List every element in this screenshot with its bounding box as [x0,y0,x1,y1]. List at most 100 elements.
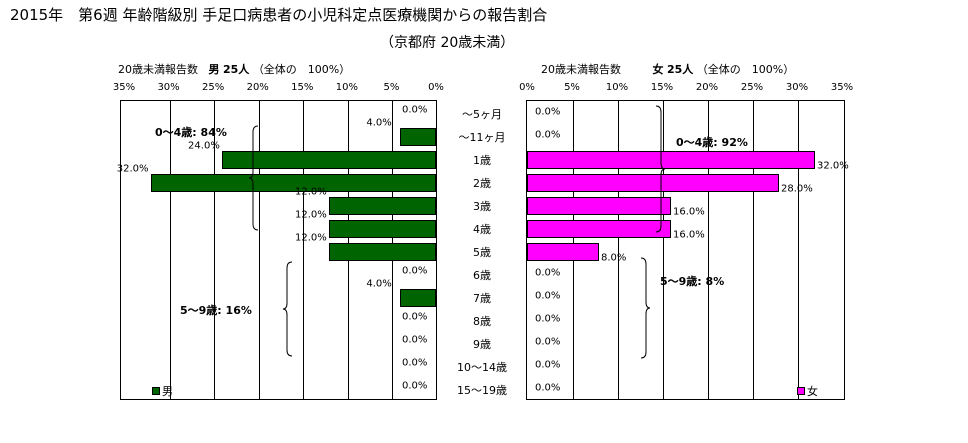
male-gridline [303,101,305,399]
age-category-label: ～11ヶ月 [458,130,506,144]
left-header-sex: 男 [208,63,220,76]
male-legend-swatch [152,387,160,395]
male-x-tick-label: 25% [202,82,225,93]
age-category-label: 10～14歳 [457,361,507,375]
male-data-label: 12.0% [295,209,327,221]
female-bar [527,196,671,215]
female-data-label: 28.0% [781,183,813,195]
male-gridline [214,101,216,399]
male-data-label: 0.0% [402,104,428,116]
female-bar [527,150,815,169]
right-header-prefix: 20歳未満報告数 [541,63,621,76]
male-bar [329,243,436,261]
male-annotation-0-4: 0～4歳: 84% [155,126,227,139]
male-data-label: 32.0% [116,163,149,175]
female-gridline [663,101,664,399]
male-data-label: 0.0% [402,357,428,369]
age-category-label: 3歳 [473,199,491,213]
age-category-label: 7歳 [473,292,491,306]
female-x-tick-label: 20% [695,82,719,93]
age-category-label: 2歳 [473,176,491,190]
female-data-label: 0.0% [535,290,561,302]
male-data-label: 4.0% [366,117,392,129]
female-x-tick-label: 35% [830,82,854,93]
female-data-label: 32.0% [817,160,849,172]
female-data-label: 16.0% [673,229,705,241]
female-x-tick-label: 30% [785,82,809,93]
female-brace-5-9 [640,257,651,359]
female-x-tick-label: 5% [564,82,580,93]
female-gridline [798,101,799,399]
female-data-label: 0.0% [535,129,561,141]
male-data-label: 24.0% [188,140,220,152]
right-header-suffix: （全体の 100%） [696,63,795,76]
female-data-label: 0.0% [535,267,561,279]
age-category-label: 9歳 [473,338,491,352]
male-data-label: 0.0% [402,334,428,346]
left-header-suffix: （全体の 100%） [252,63,351,76]
female-x-tick-label: 15% [650,82,674,93]
male-x-tick-label: 10% [335,82,358,93]
female-data-label: 16.0% [673,206,705,218]
male-x-tick-label: 15% [291,82,314,93]
female-data-label: 8.0% [601,252,627,264]
right-header-sex: 女 [652,63,664,76]
male-brace-0-4 [248,125,259,231]
age-category-label: 5歳 [473,246,491,259]
female-bar [527,173,779,192]
male-data-label: 0.0% [402,311,428,323]
male-gridline [258,101,260,399]
female-data-label: 0.0% [535,313,561,325]
female-legend: 女 [797,383,818,399]
male-x-tick-label: 0% [428,82,444,93]
female-data-label: 0.0% [535,359,561,371]
female-bar [527,219,671,238]
male-annotation-5-9: 5～9歳: 16% [180,304,252,317]
female-legend-swatch [797,387,805,395]
male-brace-5-9 [282,261,293,357]
left-header-count: 25人 [223,63,250,76]
female-gridline [708,101,709,399]
male-legend-label: 男 [162,385,173,398]
male-x-tick-label: 5% [383,82,400,93]
female-data-label: 0.0% [535,106,561,118]
male-x-tick-label: 20% [246,82,269,93]
male-bar [329,196,436,215]
male-data-label: 12.0% [295,232,327,244]
age-category-label: 6歳 [473,269,491,283]
male-bar [329,219,436,238]
right-header: 20歳未満報告数 女 25人 （全体の 100%） [541,61,794,77]
male-data-label: 0.0% [402,380,428,392]
female-data-label: 0.0% [535,382,561,394]
female-legend-label: 女 [807,385,818,398]
left-header: 20歳未満報告数 男 25人 （全体の 100%） [118,61,350,77]
female-annotation-5-9: 5～9歳: 8% [660,275,725,288]
male-x-tick-label: 35% [112,82,136,93]
left-header-prefix: 20歳未満報告数 [118,63,198,76]
female-x-tick-label: 0% [519,82,535,93]
age-category-label: ～5ヶ月 [462,107,502,121]
female-x-tick-label: 25% [740,82,764,93]
male-bar [400,289,436,308]
male-bar [222,150,436,169]
chart-subtitle: （京都府 20歳未満） [380,35,515,51]
age-category-label: 4歳 [473,222,491,236]
male-gridline [169,101,171,399]
female-annotation-0-4: 0～4歳: 92% [676,136,748,149]
age-category-label: 8歳 [473,315,491,329]
male-bar [150,173,436,192]
age-category-label: 15～19歳 [457,384,507,398]
male-data-label: 4.0% [366,278,392,290]
female-gridline [618,101,619,399]
male-bar [400,127,436,146]
female-bar [527,243,599,261]
male-legend: 男 [152,383,173,399]
male-data-label: 12.0% [295,186,327,198]
female-x-tick-label: 10% [605,82,629,93]
age-category-label: 1歳 [473,153,491,167]
female-brace-0-4 [655,105,666,233]
male-x-tick-label: 30% [157,82,180,93]
right-header-count: 25人 [666,63,694,76]
chart-title: 2015年 第6週 年齢階級別 手足口病患者の小児科定点医療機関からの報告割合 [10,6,548,24]
male-data-label: 0.0% [402,265,428,277]
